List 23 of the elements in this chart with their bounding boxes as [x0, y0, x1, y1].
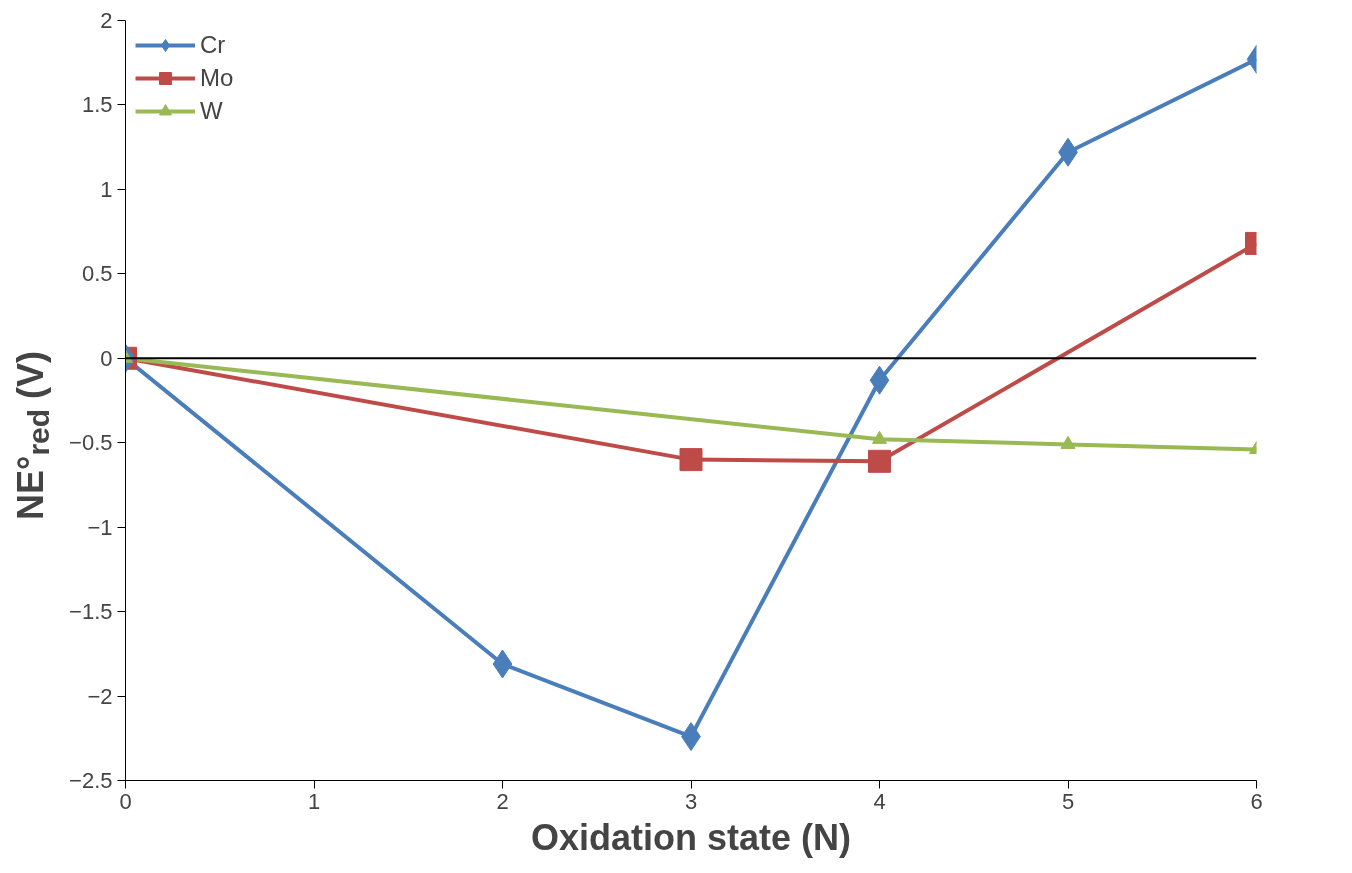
legend-label: Mo [200, 64, 234, 92]
x-tick-label: 0 [119, 788, 132, 814]
legend-label: Cr [200, 31, 226, 59]
y-tick-label: 0.5 [81, 261, 113, 287]
x-tick-label: 4 [873, 788, 886, 814]
x-tick-label: 1 [307, 788, 321, 814]
y-tick-label: 2 [100, 8, 113, 33]
x-tick-label: 5 [1061, 788, 1075, 814]
point [869, 365, 890, 395]
y-tick-label: −1 [87, 514, 113, 540]
y-tick-label: −2.5 [69, 768, 113, 793]
legend-label: W [200, 97, 223, 125]
x-tick-label: 3 [684, 788, 698, 814]
y-tick-label: −1.5 [69, 599, 113, 625]
x-tick-label: 6 [1250, 788, 1263, 814]
y-tick-label: −0.5 [69, 430, 113, 456]
y-tick-label: 1.5 [81, 92, 113, 118]
point [492, 649, 513, 679]
y-tick-label: 0 [100, 345, 113, 371]
y-tick-label: −2 [87, 683, 113, 709]
x-tick-label: 2 [496, 788, 509, 814]
y-tick-label: 1 [100, 176, 113, 202]
x-axis-title: Oxidation state (N) [530, 816, 852, 858]
